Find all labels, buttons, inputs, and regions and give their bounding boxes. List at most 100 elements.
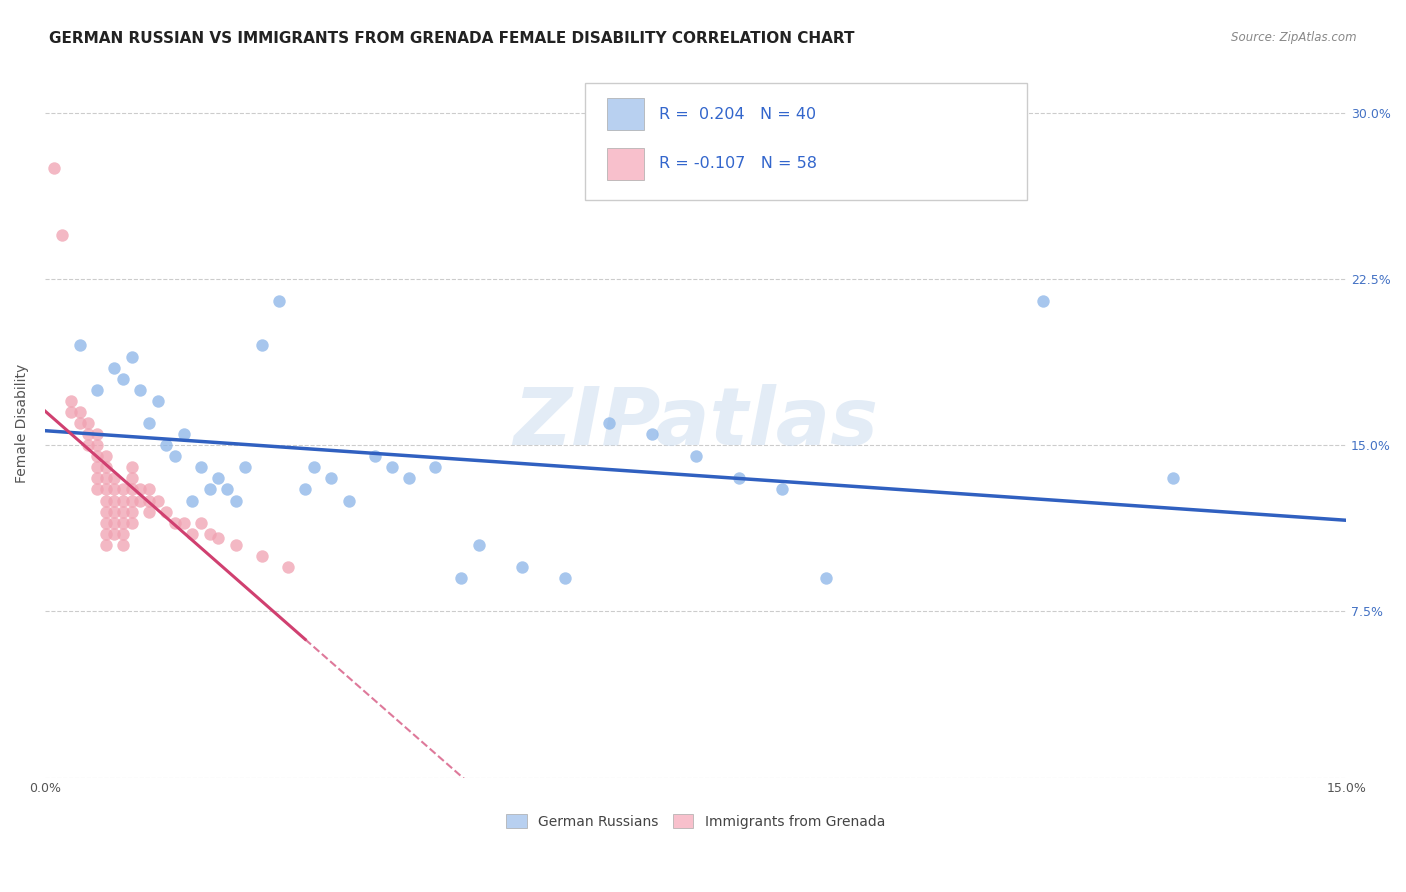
Point <box>510 560 533 574</box>
Point <box>198 483 221 497</box>
Point <box>121 460 143 475</box>
Point <box>103 483 125 497</box>
Point <box>138 416 160 430</box>
Point <box>250 338 273 352</box>
Point <box>770 483 793 497</box>
Point <box>155 438 177 452</box>
Point <box>337 493 360 508</box>
Point <box>381 460 404 475</box>
Point <box>59 393 82 408</box>
Point <box>103 471 125 485</box>
Point <box>814 571 837 585</box>
Point <box>165 450 187 464</box>
Point <box>207 531 229 545</box>
Point <box>94 505 117 519</box>
Point <box>86 460 108 475</box>
Point <box>685 450 707 464</box>
Y-axis label: Female Disability: Female Disability <box>15 363 30 483</box>
Point <box>190 516 212 530</box>
Point <box>86 483 108 497</box>
Point <box>69 338 91 352</box>
Point <box>103 505 125 519</box>
Point <box>94 471 117 485</box>
Point <box>121 483 143 497</box>
Point <box>59 405 82 419</box>
Point <box>112 526 135 541</box>
Point <box>554 571 576 585</box>
Point <box>77 427 100 442</box>
Point <box>94 460 117 475</box>
Point <box>86 438 108 452</box>
Point <box>94 450 117 464</box>
Text: ZIPatlas: ZIPatlas <box>513 384 879 462</box>
Point <box>233 460 256 475</box>
Point <box>728 471 751 485</box>
Point <box>190 460 212 475</box>
Point <box>173 516 195 530</box>
Point <box>450 571 472 585</box>
Point <box>198 526 221 541</box>
Point <box>121 516 143 530</box>
Point <box>598 416 620 430</box>
Point <box>94 516 117 530</box>
Point <box>225 493 247 508</box>
Point <box>321 471 343 485</box>
Text: Source: ZipAtlas.com: Source: ZipAtlas.com <box>1232 31 1357 45</box>
Point <box>103 360 125 375</box>
Point <box>146 493 169 508</box>
Text: R =  0.204   N = 40: R = 0.204 N = 40 <box>659 107 817 121</box>
Point <box>138 493 160 508</box>
Bar <box>607 148 644 179</box>
Point <box>42 161 65 176</box>
Point <box>112 538 135 552</box>
Point <box>363 450 385 464</box>
Point <box>217 483 239 497</box>
Point <box>207 471 229 485</box>
Point <box>112 483 135 497</box>
Point <box>1032 294 1054 309</box>
Point <box>181 493 204 508</box>
Text: GERMAN RUSSIAN VS IMMIGRANTS FROM GRENADA FEMALE DISABILITY CORRELATION CHART: GERMAN RUSSIAN VS IMMIGRANTS FROM GRENAD… <box>49 31 855 46</box>
Point <box>69 416 91 430</box>
Point <box>250 549 273 563</box>
Point <box>225 538 247 552</box>
Point <box>94 538 117 552</box>
Point <box>138 483 160 497</box>
Point <box>94 483 117 497</box>
Point <box>121 505 143 519</box>
Point <box>112 505 135 519</box>
Point <box>129 493 152 508</box>
Point <box>86 427 108 442</box>
Bar <box>607 98 644 130</box>
Point <box>138 505 160 519</box>
Point <box>155 505 177 519</box>
Point <box>69 405 91 419</box>
Point <box>165 516 187 530</box>
Point <box>103 526 125 541</box>
Point <box>77 438 100 452</box>
Point <box>641 427 664 442</box>
Point <box>103 516 125 530</box>
Point <box>425 460 447 475</box>
Point <box>121 350 143 364</box>
Point <box>269 294 291 309</box>
Point <box>294 483 316 497</box>
Legend: German Russians, Immigrants from Grenada: German Russians, Immigrants from Grenada <box>501 808 890 834</box>
Point <box>77 416 100 430</box>
Point <box>86 450 108 464</box>
Point <box>86 471 108 485</box>
Point <box>129 483 152 497</box>
Point <box>86 383 108 397</box>
Point <box>112 372 135 386</box>
Point <box>94 493 117 508</box>
FancyBboxPatch shape <box>585 83 1028 200</box>
Point <box>181 526 204 541</box>
Text: R = -0.107   N = 58: R = -0.107 N = 58 <box>659 156 817 171</box>
Point <box>94 526 117 541</box>
Point <box>302 460 325 475</box>
Point <box>398 471 420 485</box>
Point <box>467 538 489 552</box>
Point <box>173 427 195 442</box>
Point <box>112 493 135 508</box>
Point <box>1161 471 1184 485</box>
